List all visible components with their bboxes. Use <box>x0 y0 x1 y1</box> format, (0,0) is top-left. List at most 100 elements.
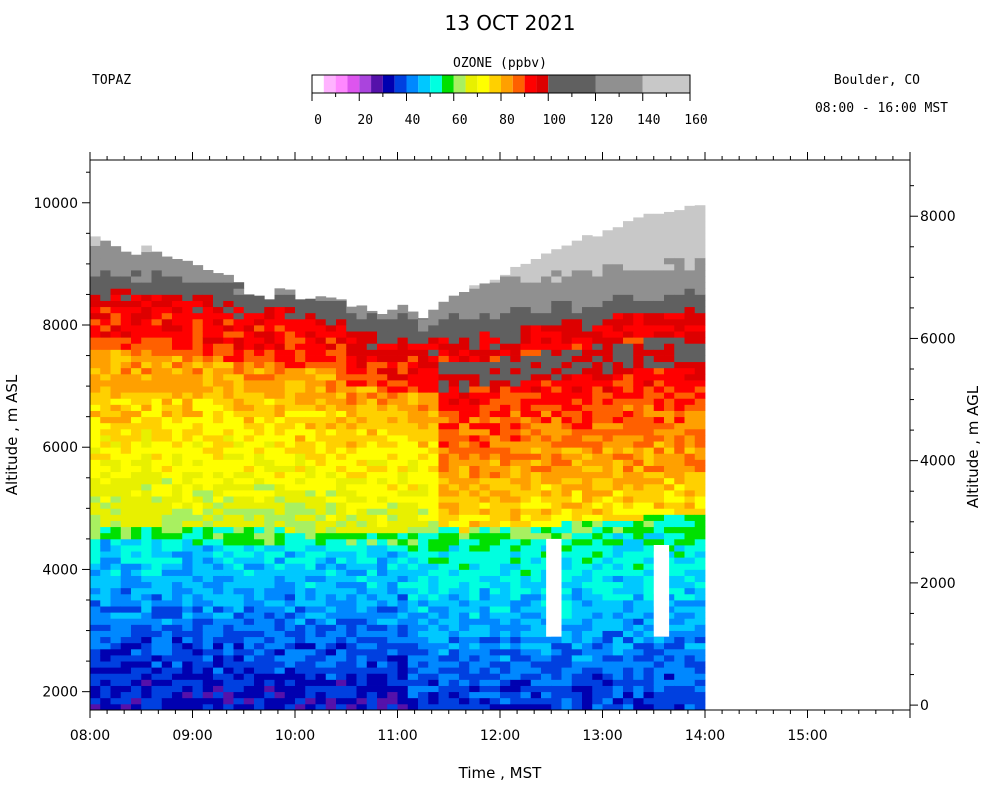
ozone-cell <box>243 679 255 686</box>
ozone-cell <box>612 270 624 277</box>
ozone-cell <box>623 435 634 442</box>
ozone-cell <box>643 587 655 595</box>
ozone-cell <box>305 471 316 479</box>
ozone-cell <box>571 612 583 619</box>
ozone-cell <box>684 703 696 711</box>
ozone-cell <box>100 477 111 485</box>
ozone-cell <box>254 618 265 625</box>
ozone-cell <box>397 593 409 601</box>
ozone-cell <box>151 661 163 668</box>
ozone-cell <box>541 361 552 369</box>
ozone-cell <box>602 245 614 253</box>
ozone-cell <box>643 459 655 466</box>
ozone-cell <box>602 270 614 277</box>
ozone-cell <box>325 569 337 576</box>
ozone-cell <box>120 282 132 289</box>
ozone-cell <box>674 318 685 326</box>
ozone-cell <box>469 624 480 631</box>
ozone-cell <box>366 310 378 314</box>
ozone-cell <box>623 618 634 625</box>
ozone-cell <box>243 691 255 699</box>
ozone-cell <box>489 532 501 540</box>
ozone-cell <box>172 697 183 705</box>
ozone-cell <box>110 477 122 485</box>
ozone-cell <box>325 441 337 448</box>
ozone-cell <box>418 441 429 448</box>
ozone-cell <box>120 312 132 320</box>
ozone-cell <box>202 477 214 485</box>
ozone-cell <box>336 300 347 308</box>
ozone-cell <box>479 508 491 515</box>
ozone-cell <box>561 263 573 271</box>
ozone-cell <box>571 636 583 644</box>
ozone-cell <box>500 312 511 320</box>
ozone-cell <box>397 331 409 338</box>
ozone-cell <box>305 661 316 668</box>
ozone-cell <box>120 386 132 393</box>
ozone-cell <box>90 587 101 595</box>
ozone-cell <box>90 606 101 613</box>
ozone-cell <box>520 355 532 363</box>
ozone-cell <box>438 697 450 705</box>
ozone-cell <box>233 398 245 405</box>
ozone-cell <box>438 306 450 314</box>
ozone-cell <box>623 569 634 576</box>
ozone-cell <box>120 435 132 442</box>
ozone-cell <box>551 697 562 705</box>
ozone-cell <box>520 691 532 699</box>
ozone-cell <box>161 703 173 711</box>
ozone-cell <box>274 398 286 405</box>
ozone-cell <box>674 398 685 405</box>
ozone-cell <box>510 502 521 509</box>
ozone-cell <box>541 465 552 473</box>
ozone-cell <box>459 563 470 570</box>
ozone-cell <box>664 367 675 375</box>
ozone-cell <box>602 642 614 650</box>
ozone-cell <box>110 526 122 534</box>
ozone-cell <box>438 361 450 369</box>
ozone-cell <box>110 600 122 607</box>
ozone-cell <box>254 392 265 399</box>
ozone-cell <box>602 251 614 259</box>
ozone-cell <box>612 557 624 564</box>
ozone-cell <box>387 526 398 534</box>
ozone-cell <box>110 667 122 674</box>
ozone-cell <box>336 318 347 326</box>
ozone-cell <box>264 532 275 540</box>
ozone-cell <box>653 703 665 711</box>
ozone-cell <box>120 288 132 295</box>
ozone-cell <box>602 557 614 564</box>
ozone-cell <box>120 575 132 583</box>
ozone-cell <box>325 697 337 705</box>
ozone-cell <box>120 416 132 424</box>
ozone-cell <box>325 386 337 393</box>
ozone-cell <box>684 630 696 638</box>
ozone-cell <box>684 593 696 601</box>
ozone-cell <box>530 508 542 515</box>
ozone-cell <box>213 343 224 350</box>
ozone-cell <box>633 508 644 515</box>
ozone-cell <box>664 257 675 265</box>
ozone-cell <box>182 661 193 668</box>
ozone-cell <box>571 477 583 485</box>
ozone-cell <box>336 514 347 521</box>
ozone-cell <box>418 593 429 601</box>
ozone-cell <box>213 526 224 534</box>
ozone-cell <box>213 367 224 375</box>
ozone-cell <box>100 551 111 558</box>
ozone-cell <box>336 306 347 314</box>
ozone-cell <box>274 538 286 546</box>
ozone-cell <box>295 612 306 619</box>
ozone-cell <box>551 288 562 295</box>
ozone-cell <box>90 575 101 583</box>
ozone-cell <box>182 538 193 546</box>
ozone-cell <box>182 612 193 619</box>
ozone-cell <box>131 343 142 350</box>
ozone-cell <box>520 618 532 625</box>
ozone-cell <box>192 630 204 638</box>
ozone-cell <box>571 624 583 631</box>
ozone-cell <box>284 606 296 613</box>
ozone-cell <box>643 624 655 631</box>
ozone-cell <box>510 380 521 387</box>
ozone-cell <box>664 300 675 308</box>
